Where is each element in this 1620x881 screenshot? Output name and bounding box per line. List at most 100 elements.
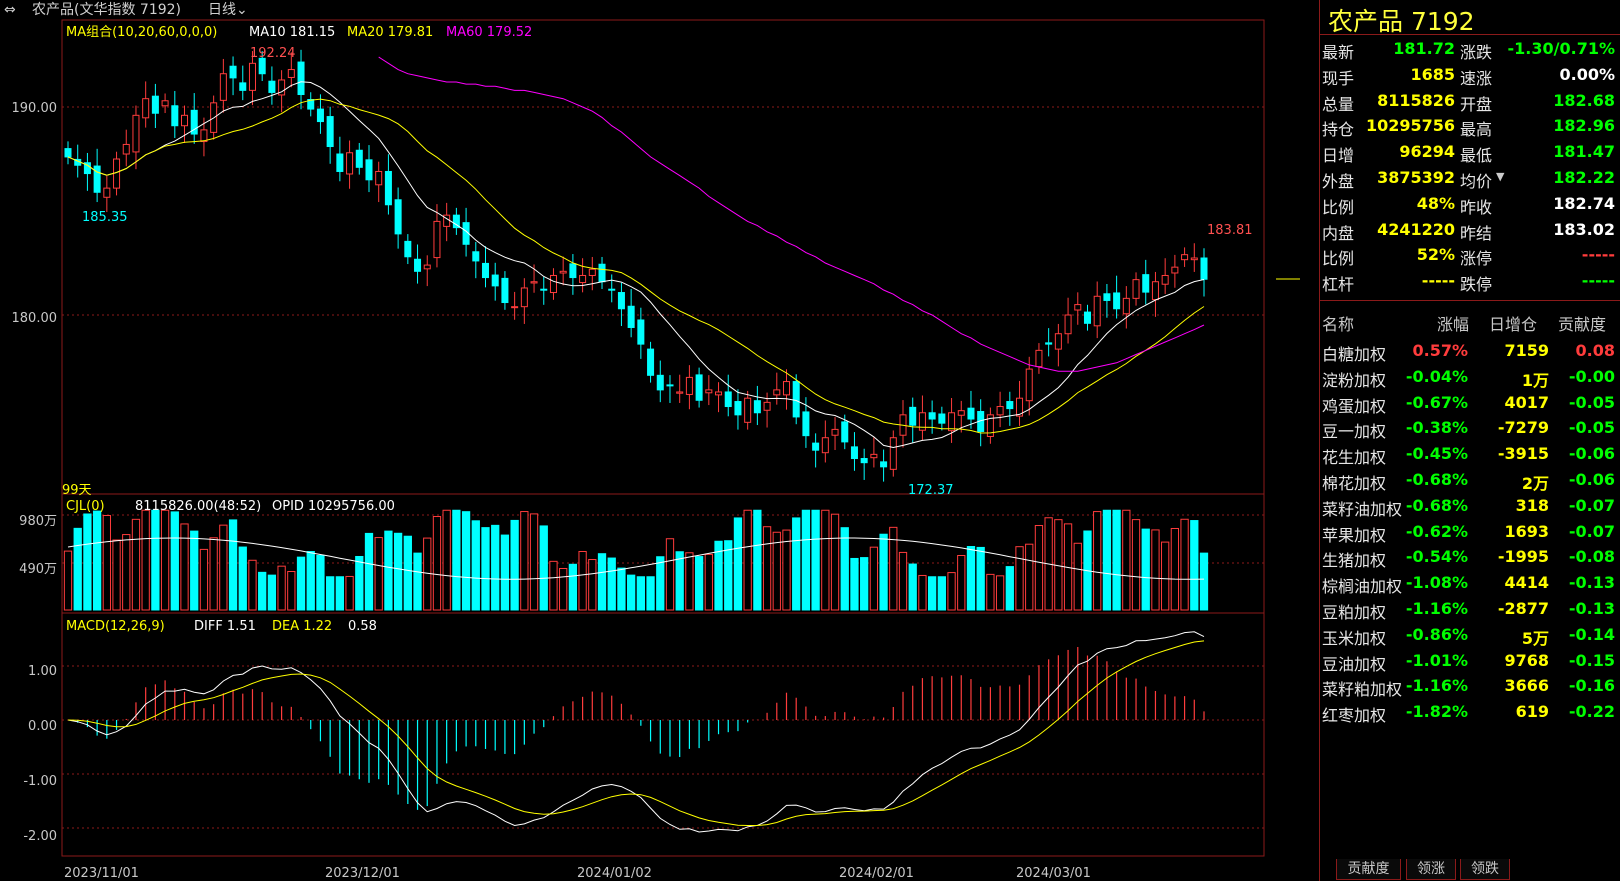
- component-row[interactable]: 红枣加权 -1.82% 619 -0.22: [1320, 699, 1620, 725]
- component-oi: 4414: [1504, 573, 1549, 593]
- ma10-line: [67, 81, 1205, 449]
- volume-bar: [665, 538, 675, 611]
- volume-bar: [510, 519, 519, 611]
- tab-contrib[interactable]: 贡献度: [1336, 859, 1401, 880]
- volume-bar: [151, 509, 160, 611]
- candle-body: [1025, 368, 1033, 402]
- component-row[interactable]: 棕榈油加权 -1.08% 4414 -0.13: [1320, 570, 1620, 596]
- volume-bar: [607, 557, 616, 611]
- header-name[interactable]: 名称: [1322, 315, 1355, 334]
- header-contrib[interactable]: 贡献度: [1558, 315, 1607, 334]
- volume-bar: [199, 548, 209, 611]
- component-row[interactable]: 玉米加权 -0.86% 5万 -0.14: [1320, 622, 1620, 648]
- candle-body: [64, 148, 72, 158]
- component-row[interactable]: 豆油加权 -1.01% 9768 -0.15: [1320, 648, 1620, 674]
- quote-value: 10295756: [1365, 116, 1455, 136]
- quote-label: 昨收: [1460, 197, 1493, 217]
- component-row[interactable]: 菜籽粕加权 -1.16% 3666 -0.16: [1320, 673, 1620, 699]
- component-name: 豆油加权: [1322, 654, 1387, 674]
- macd-legend-name[interactable]: MACD(12,26,9): [66, 619, 165, 634]
- quote-value: 52%: [1416, 245, 1455, 265]
- component-contrib: -0.07: [1568, 495, 1615, 515]
- quote-label: 持仓: [1322, 120, 1355, 140]
- component-change: -0.04%: [1405, 366, 1468, 386]
- component-name: 豆粕加权: [1322, 603, 1387, 622]
- volume-bar: [801, 509, 811, 611]
- volume-bar: [102, 515, 111, 611]
- tab-lead-down[interactable]: 领跌: [1460, 859, 1510, 880]
- quote-label: 外盘: [1322, 172, 1355, 191]
- quote-label: 跌停: [1460, 275, 1493, 295]
- component-change: -1.16%: [1405, 676, 1468, 696]
- volume-bar: [131, 518, 141, 611]
- header-oi[interactable]: 日增仓: [1489, 315, 1538, 334]
- component-row[interactable]: 豆一加权 -0.38% -7279 -0.05: [1320, 415, 1620, 441]
- component-row[interactable]: 苹果加权 -0.62% 1693 -0.07: [1320, 519, 1620, 545]
- component-row[interactable]: 鸡蛋加权 -0.67% 4017 -0.05: [1320, 390, 1620, 416]
- quote-label: 最低: [1460, 146, 1493, 166]
- period-selector[interactable]: 日线⌄: [208, 0, 248, 20]
- candle-body: [200, 129, 208, 143]
- candle-body: [404, 240, 412, 258]
- tab-lead-up[interactable]: 领涨: [1406, 859, 1456, 880]
- quote-value: 181.47: [1553, 142, 1615, 162]
- volume-bar: [918, 574, 927, 611]
- volume-bar: [1199, 552, 1209, 611]
- date-axis-label: 2024/03/01: [1016, 866, 1091, 881]
- component-contrib: -0.05: [1568, 392, 1615, 412]
- component-row[interactable]: 棉花加权 -0.68% 2万 -0.06: [1320, 467, 1620, 493]
- candle-body: [83, 162, 91, 175]
- quote-label: 比例: [1322, 197, 1355, 217]
- candle-body: [1006, 401, 1014, 410]
- header-change[interactable]: 涨幅: [1437, 315, 1470, 334]
- vol-legend-name[interactable]: CJL(0): [66, 499, 105, 514]
- volume-bar: [491, 524, 500, 611]
- component-change: 0.57%: [1412, 341, 1468, 360]
- component-oi: 7159: [1504, 341, 1549, 360]
- component-name: 生猪加权: [1322, 551, 1387, 571]
- volume-bar: [529, 513, 539, 611]
- candle-body: [481, 262, 490, 279]
- candle-body: [540, 288, 548, 291]
- component-row[interactable]: 淀粉加权 -0.04% 1万 -0.00: [1320, 364, 1620, 390]
- candle-body: [967, 407, 975, 420]
- component-name: 苹果加权: [1322, 525, 1387, 545]
- candle-body: [355, 149, 363, 168]
- ma-legend-name[interactable]: MA组合(10,20,60,0,0,0): [66, 25, 217, 40]
- kline-chart[interactable]: MA组合(10,20,60,0,0,0) MA10 181.15 MA20 17…: [0, 0, 1320, 881]
- quote-label: 昨结: [1460, 223, 1493, 243]
- volume-bar: [753, 509, 762, 611]
- volume-bar: [413, 552, 422, 611]
- volume-bar: [772, 531, 781, 611]
- component-change: -1.82%: [1405, 702, 1468, 722]
- volume-bar: [1151, 529, 1160, 611]
- volume-bar: [316, 554, 325, 611]
- component-row[interactable]: 生猪加权 -0.54% -1995 -0.08: [1320, 544, 1620, 570]
- volume-bar: [762, 526, 772, 611]
- volume-bar: [170, 511, 179, 611]
- candle-body: [569, 263, 577, 279]
- candle-body: [1093, 295, 1101, 327]
- component-row[interactable]: 花生加权 -0.45% -3915 -0.06: [1320, 441, 1620, 467]
- volume-bar: [840, 527, 849, 611]
- component-contrib: -0.00: [1568, 366, 1615, 386]
- volume-bar: [461, 511, 471, 611]
- volume-bar: [1180, 518, 1189, 611]
- instrument-title: 农产品 7192: [1328, 7, 1475, 36]
- volume-bar: [627, 574, 636, 611]
- candle-body: [938, 413, 946, 424]
- volume-bar: [83, 513, 92, 611]
- quote-value: 182.74: [1553, 193, 1615, 213]
- component-row[interactable]: 菜籽油加权 -0.68% 318 -0.07: [1320, 493, 1620, 519]
- candle-body: [239, 82, 247, 91]
- component-row[interactable]: 豆粕加权 -1.16% -2877 -0.13: [1320, 596, 1620, 622]
- candle-body: [647, 348, 655, 376]
- quote-label: 开盘: [1460, 94, 1493, 114]
- candle-body: [1054, 333, 1062, 350]
- component-contrib: -0.05: [1568, 418, 1615, 438]
- volume-bar: [743, 509, 752, 611]
- caret-down-icon[interactable]: ▼: [1496, 170, 1505, 183]
- volume-bar: [63, 550, 73, 611]
- component-row[interactable]: 白糖加权 0.57% 7159 0.08: [1320, 338, 1620, 364]
- component-contrib: -0.22: [1568, 702, 1615, 722]
